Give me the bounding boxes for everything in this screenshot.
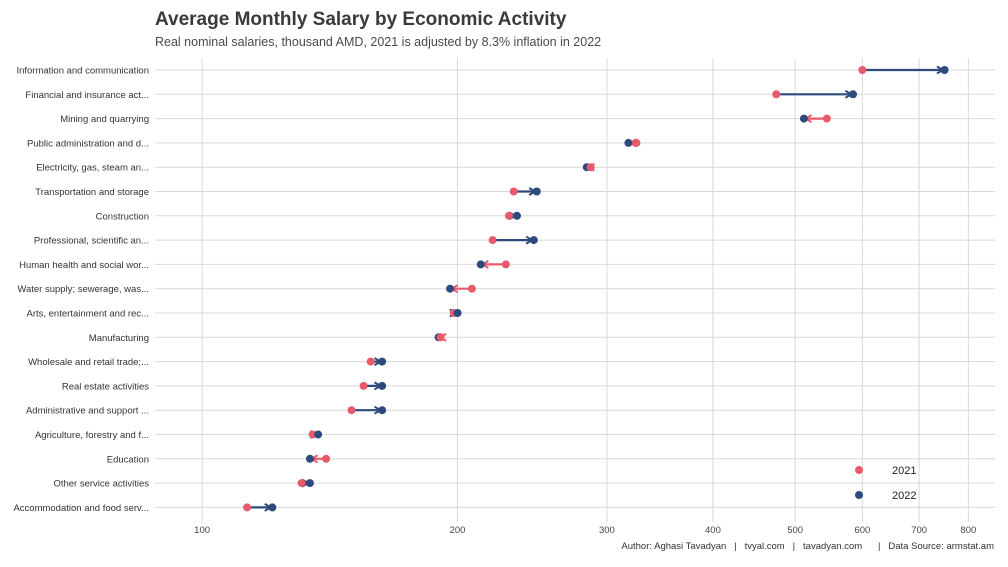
x-tick-label: 400 [705, 525, 721, 536]
y-tick-label: Financial and insurance act... [25, 90, 149, 101]
y-tick-label: Transportation and storage [35, 187, 149, 198]
point-2022 [268, 503, 277, 512]
point-2021 [467, 284, 476, 293]
point-2022 [532, 187, 541, 196]
y-tick-label: Arts, entertainment and rec... [26, 309, 149, 320]
y-tick-label: Professional, scientific an... [34, 236, 149, 247]
point-2021 [359, 381, 368, 390]
legend-label-2021: 2021 [892, 465, 916, 477]
y-tick-label: Human health and social wor... [19, 260, 149, 271]
x-gridlines [201, 58, 969, 522]
y-tick-label: Other service activities [53, 479, 149, 490]
y-tick-label: Mining and quarrying [60, 114, 149, 125]
y-tick-label: Public administration and d... [27, 138, 149, 149]
point-2022 [476, 260, 485, 269]
legend: 2021 2022 [855, 465, 916, 502]
point-2021 [632, 138, 641, 147]
point-2022 [446, 284, 455, 293]
point-2022 [305, 479, 314, 488]
point-2021 [488, 236, 497, 245]
point-2022 [512, 211, 521, 220]
y-tick-label: Wholesale and retail trade;... [28, 357, 149, 368]
point-2021 [347, 406, 356, 415]
point-2021 [366, 357, 375, 366]
point-2021 [822, 114, 831, 123]
point-2021 [243, 503, 252, 512]
x-tick-label: 700 [911, 525, 927, 536]
point-2022 [849, 90, 858, 99]
point-2021 [772, 90, 781, 99]
x-tick-label: 200 [450, 525, 466, 536]
legend-marker-2021 [855, 466, 863, 474]
x-axis-labels: 100 200 300 400 500 600 700 800 [194, 525, 976, 536]
point-2022 [453, 309, 462, 317]
y-tick-label: Agriculture, forestry and f... [35, 430, 149, 441]
point-2022 [305, 454, 314, 463]
point-2021 [586, 163, 595, 172]
x-tick-label: 500 [787, 525, 803, 536]
x-tick-label: 100 [194, 525, 210, 536]
point-2021 [509, 187, 518, 196]
y-tick-label: Manufacturing [89, 333, 149, 344]
y-tick-label: Information and communication [16, 66, 149, 77]
y-tick-label: Construction [96, 211, 149, 222]
x-tick-label: 800 [960, 525, 976, 536]
point-2022 [799, 114, 808, 123]
point-2022 [314, 430, 323, 439]
dumbbell-marks [243, 66, 949, 512]
y-tick-label: Water supply; sewerage, was... [17, 284, 149, 295]
y-tick-label: Accommodation and food serv... [13, 503, 149, 514]
y-tick-label: Electricity, gas, steam an... [36, 163, 149, 174]
point-2021 [501, 260, 510, 269]
point-2021 [297, 479, 306, 488]
point-2022 [940, 66, 949, 74]
point-2022 [624, 138, 633, 147]
point-2021 [436, 333, 445, 342]
x-tick-label: 600 [854, 525, 870, 536]
y-tick-label: Real estate activities [62, 381, 149, 392]
caption: Author: Aghasi Tavadyan | tvyal.com | ta… [621, 541, 994, 552]
point-2021 [858, 66, 867, 74]
chart-subtitle: Real nominal salaries, thousand AMD, 202… [155, 35, 602, 49]
point-2022 [378, 406, 387, 415]
point-2022 [378, 357, 387, 366]
y-tick-label: Administrative and support ... [26, 406, 149, 417]
legend-marker-2022 [855, 491, 863, 499]
point-2021 [505, 211, 514, 220]
point-2022 [378, 381, 387, 390]
y-tick-label: Education [107, 454, 149, 465]
point-2021 [322, 454, 331, 463]
x-tick-label: 300 [599, 525, 615, 536]
y-axis-labels: Information and communication Financial a… [13, 66, 149, 514]
legend-label-2022: 2022 [892, 490, 916, 502]
chart-title: Average Monthly Salary by Economic Activ… [155, 9, 567, 30]
y-gridlines [155, 69, 995, 508]
point-2022 [529, 236, 538, 245]
